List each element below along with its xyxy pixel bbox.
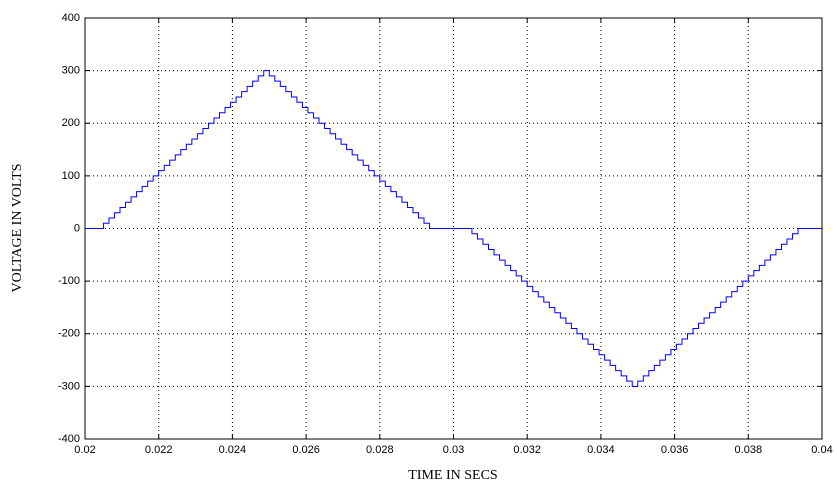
x-tick-label: 0.022 <box>145 444 173 456</box>
x-tick-label: 0.026 <box>292 444 320 456</box>
y-tick-label: -200 <box>58 328 80 340</box>
y-tick-label: -100 <box>58 275 80 287</box>
x-tick-label: 0.028 <box>366 444 394 456</box>
y-tick-label: -300 <box>58 380 80 392</box>
data-line <box>85 70 822 387</box>
y-tick-label: 100 <box>62 170 80 182</box>
y-tick-label: -400 <box>58 433 80 445</box>
x-axis-title: TIME IN SECS <box>408 468 497 483</box>
y-tick-label: 300 <box>62 65 80 77</box>
x-tick-label: 0.036 <box>661 444 689 456</box>
x-tick-label: 0.024 <box>219 444 247 456</box>
x-tick-label: 0.032 <box>513 444 541 456</box>
y-tick-label: 400 <box>62 12 80 24</box>
x-tick-label: 0.04 <box>811 444 832 456</box>
y-axis-title: VOLTAGE IN VOLTS <box>10 163 25 292</box>
y-tick-label: 0 <box>74 222 80 234</box>
x-tick-label: 0.038 <box>735 444 763 456</box>
x-tick-label: 0.034 <box>587 444 615 456</box>
x-tick-label: 0.02 <box>74 444 95 456</box>
x-tick-label: 0.03 <box>443 444 464 456</box>
y-tick-label: 200 <box>62 117 80 129</box>
